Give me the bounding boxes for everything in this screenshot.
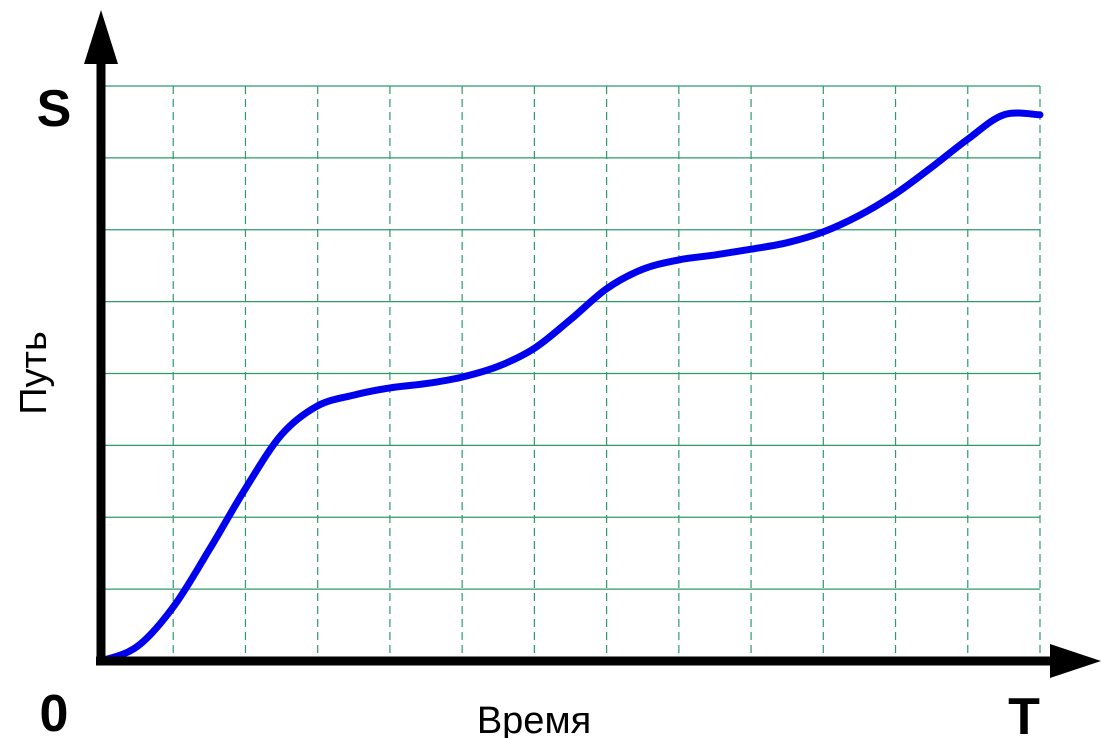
- y-axis-title: Путь: [13, 331, 55, 415]
- y-axis-arrow-icon: [84, 10, 118, 64]
- origin-label: 0: [40, 685, 69, 738]
- x-axis-arrow-icon: [1050, 644, 1101, 678]
- x-end-label: T: [1008, 688, 1040, 738]
- distance-curve: [97, 109, 1044, 665]
- x-axis-title: Время: [477, 700, 591, 738]
- grid-lines: [101, 85, 1041, 661]
- y-end-label: S: [37, 80, 72, 138]
